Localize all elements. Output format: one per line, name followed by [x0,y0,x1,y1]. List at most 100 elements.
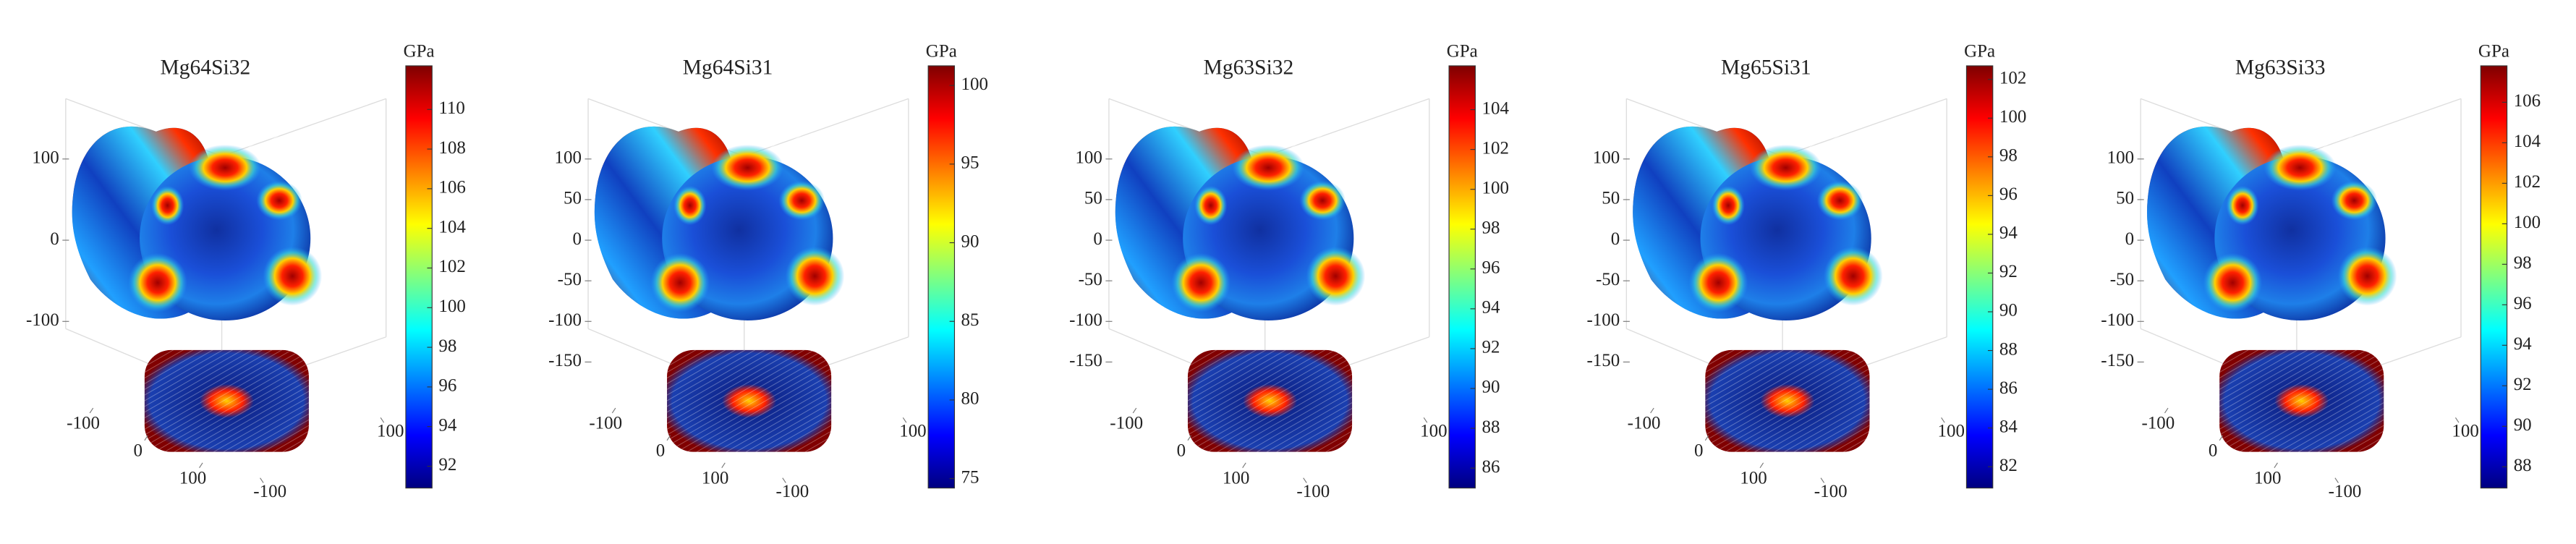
colorbar-tick-label: 100 [1999,107,2026,127]
y-tick-label: 100 [1420,422,1447,441]
colorbar-tick-label: 102 [1999,68,2026,88]
projection-mesh [1705,349,1870,452]
x-tick [1650,407,1654,414]
z-tick-label: 100 [1075,148,1102,168]
y-tick-label: 100 [2452,422,2478,441]
sphere-hotspot [128,252,187,313]
colorbar-tick-label: 88 [1482,417,1500,437]
colorbar-tick-label: 94 [2514,334,2532,354]
colorbar-tick-label: 98 [2514,253,2532,273]
sphere-hotspot [1171,252,1231,313]
x-tick [199,462,203,468]
colorbar-tick-label: 96 [438,376,456,396]
y-tick-label: -100 [1814,482,1848,501]
colorbar-tick-label: 106 [438,178,465,197]
sphere-hotspot [256,180,302,221]
z-tick-label: 100 [1593,148,1620,168]
sphere-hotspot [673,185,707,226]
colorbar-tick-label: 102 [2514,172,2541,192]
colorbar-tick-label: 94 [438,415,456,435]
colorbar [1965,65,1994,489]
x-tick-label: 100 [179,468,206,488]
x-tick-label: 100 [1740,468,1767,488]
colorbar-label: GPa [1447,42,1478,61]
sphere-hotspot [1299,180,1346,221]
x-tick [144,435,148,441]
z-tick-label: 100 [2107,148,2134,168]
colorbar-tick-label: 92 [2514,375,2532,394]
y-tick [260,477,264,483]
colorbar-tick-label: 108 [438,138,465,158]
panel-title: Mg63Si32 [1204,56,1294,79]
z-tick-label: 50 [1602,189,1620,208]
x-tick-label: 0 [2209,441,2217,460]
sphere-hotspot [189,144,262,191]
y-tick-label: -100 [253,482,286,501]
colorbar-label: GPa [1964,42,1995,61]
z-tick-label: 0 [1093,229,1102,249]
z-tick-label: 50 [1084,189,1102,208]
x-tick-label: 0 [1177,441,1186,460]
x-tick [2164,407,2169,414]
y-tick-label: 100 [377,422,404,441]
panel: Mg64Si31 GPa 75 80 85 90 95 100 -150 -100 -50 0 50 10… [548,42,988,501]
y-tick [782,477,786,483]
sphere-hotspot [1712,185,1745,226]
colorbar-tick-label: 102 [1482,138,1508,158]
z-tick-label: -50 [2110,270,2134,289]
y-tick-label: 100 [899,422,926,441]
colorbar-label: GPa [926,42,957,61]
z-tick-label: -150 [548,351,582,370]
projection-mesh [667,349,832,452]
colorbar-tick-label: 104 [1482,98,1509,118]
x-tick [1187,435,1191,441]
sphere-hotspot [1232,144,1305,191]
panel-title: Mg65Si31 [1721,56,1811,79]
colorbar-tick-label: 98 [438,336,456,356]
x-tick-label: 100 [2254,468,2281,488]
z-tick-label: 0 [2125,229,2134,249]
x-tick-label: 0 [134,441,143,460]
colorbar-tick-label: 100 [961,75,988,94]
colorbar-tick-label: 86 [1999,378,2018,398]
x-tick [1759,462,1764,468]
colorbar-tick-label: 90 [1999,301,2018,320]
z-tick-label: -100 [548,310,582,330]
colorbar-tick-label: 90 [1482,378,1500,397]
colorbar-tick-label: 98 [1482,218,1500,237]
colorbar-tick-label: 102 [438,257,465,276]
colorbar-tick-label: 98 [1999,146,2018,166]
x-tick [89,407,94,414]
panel-title: Mg64Si31 [683,56,773,79]
sphere-hotspot [150,185,184,226]
x-tick [1132,407,1137,414]
y-tick [380,417,385,423]
y-tick [1941,417,1945,423]
panel-title: Mg63Si33 [2235,56,2326,79]
sphere-hotspot [1823,246,1883,306]
colorbar-tick-label: 96 [2514,294,2532,313]
sphere-hotspot [2337,246,2397,306]
panel-title: Mg64Si32 [161,56,251,79]
colorbar-tick-label: 95 [961,153,979,173]
z-tick-label: 0 [1611,229,1620,249]
sphere-hotspot [1688,252,1748,313]
z-tick-label: -100 [1069,310,1102,330]
colorbar-tick-label: 96 [1999,184,2018,204]
colorbar-tick-label: 88 [2514,456,2532,475]
x-tick [1242,462,1246,468]
projection-mesh [2219,349,2384,452]
sphere-hotspot [650,252,710,313]
z-tick-label: 50 [564,189,582,208]
y-tick [2334,477,2339,483]
x-tick-label: 0 [1694,441,1703,460]
sphere-hotspot [1816,180,1863,221]
z-tick-label: -50 [1079,270,1102,289]
z-tick-label: -150 [1069,351,1102,370]
z-tick-label: 100 [554,148,581,168]
colorbar [405,65,433,489]
sphere-hotspot [2263,144,2337,191]
colorbar-label: GPa [2478,42,2509,61]
colorbar-tick-label: 92 [1999,262,2018,281]
colorbar [1448,65,1476,489]
